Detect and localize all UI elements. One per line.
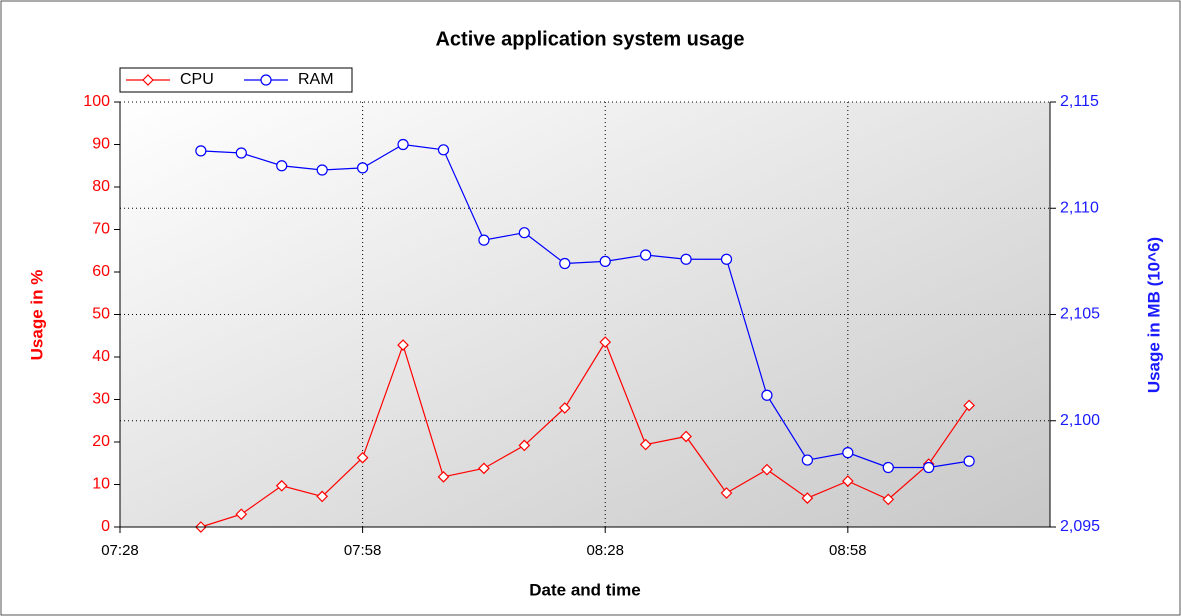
marker — [518, 227, 530, 239]
marker — [397, 138, 409, 151]
marker — [882, 493, 895, 506]
y2-tick-label: 2,095 — [1060, 518, 1100, 535]
marker — [276, 160, 288, 172]
y2-axis-label: Usage in MB (10^6) — [1144, 237, 1163, 393]
marker — [397, 339, 409, 351]
marker — [478, 234, 490, 246]
chart-title: Active application system usage — [435, 28, 744, 50]
y-tick-label: 70 — [92, 221, 110, 238]
marker — [437, 144, 450, 156]
marker — [680, 430, 692, 443]
y2-tick-label: 2,105 — [1060, 306, 1100, 323]
legend-label: RAM — [298, 71, 334, 88]
y-tick-label: 50 — [92, 306, 110, 323]
marker — [260, 74, 272, 86]
marker — [195, 145, 207, 157]
marker — [599, 336, 612, 348]
marker — [235, 147, 247, 159]
x-tick-label: 07:28 — [101, 542, 139, 559]
y-axis-label: Usage in % — [27, 270, 46, 361]
series-line — [200, 143, 970, 469]
marker — [275, 479, 288, 492]
y-tick-label: 80 — [92, 178, 110, 195]
marks — [195, 138, 975, 533]
marker — [518, 439, 531, 452]
marker — [720, 487, 733, 499]
x-tick-label: 07:58 — [344, 542, 382, 559]
marker — [142, 74, 154, 86]
y-tick-label: 100 — [83, 93, 110, 110]
y-tick-label: 60 — [92, 263, 110, 280]
y-tick-label: 20 — [92, 433, 110, 450]
marker — [559, 257, 571, 270]
marker — [478, 462, 490, 475]
marker — [963, 399, 975, 412]
marker — [842, 447, 854, 459]
x-tick-label: 08:58 — [829, 542, 867, 559]
series-line — [200, 340, 970, 528]
legend-label: CPU — [180, 71, 214, 88]
y2-tick-label: 2,115 — [1060, 93, 1099, 110]
marker — [801, 454, 813, 466]
marker — [639, 438, 652, 451]
marker — [761, 389, 773, 401]
x-axis-label: Date and time — [529, 580, 640, 599]
marker — [316, 490, 329, 503]
y-tick-label: 10 — [92, 476, 110, 493]
marker — [720, 253, 733, 265]
y-tick-label: 90 — [92, 136, 110, 153]
marker — [841, 475, 854, 487]
y-tick-label: 30 — [92, 391, 110, 408]
marker — [761, 463, 773, 476]
x-tick-label: 08:28 — [586, 542, 624, 559]
y2-tick-label: 2,100 — [1060, 412, 1100, 429]
marker — [235, 508, 248, 521]
y2-tick-label: 2,110 — [1060, 199, 1099, 216]
marker — [316, 164, 328, 176]
marker — [640, 249, 652, 261]
marker — [923, 461, 935, 474]
marker — [599, 255, 611, 267]
y-tick-label: 40 — [92, 348, 110, 365]
marker — [357, 162, 369, 174]
marker — [963, 455, 975, 467]
marker — [680, 253, 692, 265]
marker — [356, 451, 369, 464]
marker — [801, 492, 814, 504]
marker — [558, 402, 571, 414]
marker — [437, 471, 450, 483]
y-tick-label: 0 — [101, 518, 110, 535]
marker — [882, 461, 894, 474]
